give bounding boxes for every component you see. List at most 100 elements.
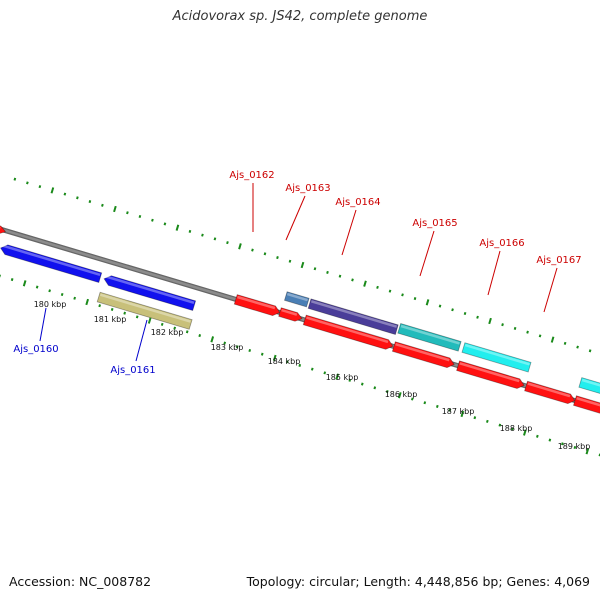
feature-ajs-0161 (96, 291, 193, 330)
feature-cds (233, 294, 281, 317)
inner-minor-tick (373, 386, 377, 390)
feature-ajs-0166-highlight (464, 343, 530, 366)
gene-leader-ajs-0166 (487, 250, 501, 296)
feature-cds (391, 341, 455, 369)
outer-minor-tick (76, 196, 79, 200)
inner-tick-ring (0, 274, 600, 457)
feature-ajs-0163 (307, 298, 399, 335)
feature-ajs-0160b-highlight (105, 275, 195, 304)
outer-minor-tick (276, 256, 279, 260)
outer-minor-tick (263, 252, 267, 256)
inner-major-tick (523, 429, 527, 436)
gene-label-ajs-0165: Ajs_0165 (412, 218, 457, 229)
inner-minor-tick (448, 408, 452, 412)
inner-minor-tick (435, 404, 439, 408)
genome-stats: Topology: circular; Length: 4,448,856 bp… (246, 574, 590, 589)
inner-major-tick (147, 317, 152, 324)
feature-ajs-0160b (103, 275, 197, 311)
inner-minor-tick (48, 289, 51, 293)
feature-ajs-0160 (0, 244, 103, 283)
outer-minor-tick (501, 323, 504, 327)
feature-ajs-0161-highlight (100, 293, 191, 323)
inner-minor-tick (360, 382, 364, 386)
gene-label-ajs-0164: Ajs_0164 (335, 197, 380, 208)
inner-minor-tick (60, 292, 64, 297)
outer-major-tick (50, 187, 55, 194)
outer-major-tick (425, 299, 430, 306)
outer-minor-tick (201, 233, 204, 237)
gene-features (0, 225, 600, 414)
outer-minor-tick (213, 237, 217, 241)
outer-minor-tick (38, 185, 42, 189)
gene-label-ajs-0166: Ajs_0166 (479, 238, 524, 249)
inner-major-tick (85, 298, 89, 306)
scale-label-187: 187 kbp (442, 407, 475, 416)
feature-cds-highlight (0, 226, 1, 230)
inner-minor-tick (410, 397, 414, 401)
feature-cds (573, 395, 600, 414)
scale-label-189: 189 kbp (558, 442, 591, 451)
outer-minor-tick (526, 330, 529, 334)
feature-cyan-highlight (581, 378, 600, 387)
scale-label-182: 182 kbp (151, 328, 184, 337)
inner-minor-tick (135, 315, 139, 319)
inner-minor-tick (548, 438, 552, 442)
outer-major-tick (488, 317, 492, 325)
outer-minor-tick (251, 248, 254, 252)
feature-ajs-0167-highlight (527, 382, 571, 398)
outer-minor-tick (188, 229, 192, 233)
inner-minor-tick (98, 304, 102, 308)
inner-minor-tick (423, 401, 427, 405)
outer-minor-tick (226, 241, 229, 245)
outer-major-tick (175, 224, 180, 231)
inner-minor-tick (385, 390, 389, 394)
scale-label-180: 180 kbp (34, 300, 67, 309)
feature-ajs-0163-highlight (311, 300, 397, 328)
outer-minor-tick (451, 308, 454, 312)
feature-cds (0, 225, 7, 234)
inner-minor-tick (473, 416, 477, 420)
gene-label-ajs-0162: Ajs_0162 (229, 170, 274, 181)
outer-minor-tick (288, 259, 292, 263)
outer-major-tick (300, 261, 305, 269)
inner-minor-tick (35, 285, 39, 289)
inner-minor-tick (198, 334, 202, 338)
inner-minor-tick (310, 367, 314, 371)
gene-label-ajs-0160: Ajs_0160 (13, 344, 58, 355)
gene-label-ajs-0167: Ajs_0167 (536, 255, 581, 266)
scale-label-186: 186 kbp (385, 390, 418, 399)
gene-labels: Ajs_0160 Ajs_0161 Ajs_0162 Ajs_0163 Ajs_0164… (13, 170, 581, 376)
outer-minor-tick (376, 285, 379, 289)
feature-cds-highlight (281, 309, 298, 316)
gene-leader-ajs-0167 (543, 267, 558, 313)
outer-minor-tick (576, 345, 579, 349)
outer-minor-tick (413, 297, 417, 301)
outer-minor-tick (88, 200, 92, 204)
outer-minor-tick (126, 211, 129, 215)
inner-minor-tick (10, 278, 14, 282)
outer-major-tick (238, 243, 242, 250)
inner-major-tick (22, 280, 27, 287)
feature-cds (278, 307, 303, 322)
inner-minor-tick (173, 326, 177, 330)
outer-major-tick (550, 336, 555, 343)
outer-major-tick (113, 205, 117, 213)
inner-minor-tick (160, 322, 164, 326)
outer-tick-ring (13, 177, 592, 353)
gene-leader-ajs-0161 (135, 319, 148, 362)
scale-label-181: 181 kbp (94, 315, 127, 324)
scale-label-188: 188 kbp (500, 424, 533, 433)
gene-label-ajs-0161: Ajs_0161 (110, 365, 155, 376)
feature-ajs-0162 (284, 291, 310, 308)
inner-minor-tick (235, 345, 239, 349)
outer-minor-tick (151, 218, 154, 222)
inner-major-tick (460, 410, 465, 418)
inner-major-tick (585, 448, 590, 455)
outer-minor-tick (138, 214, 142, 219)
feature-cds-highlight (459, 362, 520, 383)
inner-minor-tick (573, 445, 577, 450)
outer-minor-tick (63, 192, 67, 196)
inner-minor-tick (348, 378, 352, 382)
inner-minor-tick (123, 311, 127, 315)
